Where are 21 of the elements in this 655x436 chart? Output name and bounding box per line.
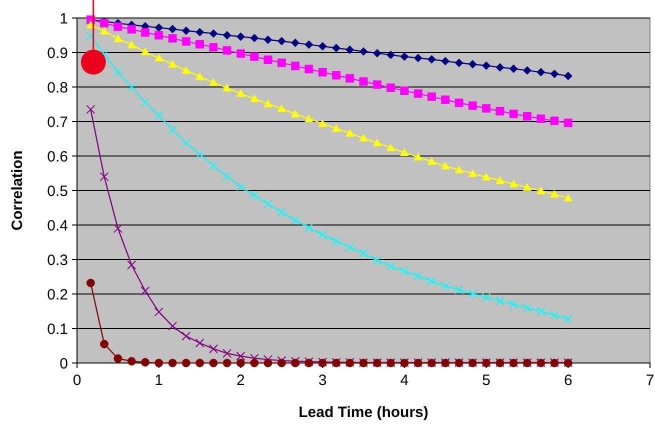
y-tick-label: 0.5 [47,182,68,200]
x-tick-label: 2 [236,372,245,389]
x-axis-title: Lead Time (hours) [298,404,428,421]
y-tick-label: 0.8 [47,79,68,96]
y-tick-label: 0.9 [47,44,68,62]
y-tick-label: 0.2 [47,286,68,304]
x-tick-label: 7 [646,372,654,389]
y-tick-label: 1 [60,10,68,28]
y-tick-label: 0.3 [47,252,68,269]
y-axis-title: Correlation [9,150,26,231]
x-tick-label: 5 [482,372,490,389]
y-tick-label: 0.4 [47,217,68,234]
y-tick-label: 0.6 [47,148,68,166]
x-tick-label: 1 [154,372,164,389]
x-tick-label: 3 [318,372,327,389]
y-tick-label: 0.7 [47,114,68,131]
x-tick-label: 4 [400,372,409,389]
y-tick-label: 0 [60,355,68,372]
x-tick-label: 6 [564,372,572,389]
x-tick-label: 0 [72,372,82,389]
y-tick-label: 0.1 [47,320,68,338]
